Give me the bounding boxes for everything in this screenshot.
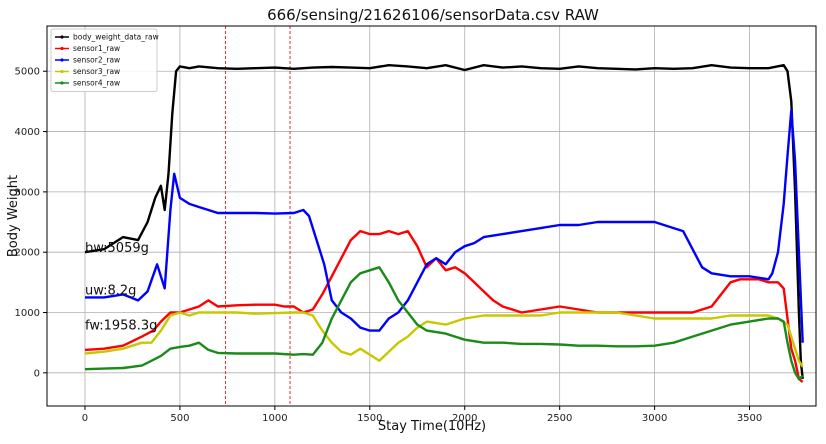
legend: body_weight_data_raw sensor1_raw sensor2_r…: [50, 28, 159, 92]
legend-label: sensor1_raw: [73, 44, 120, 53]
legend-label: sensor3_raw: [73, 67, 120, 76]
legend-marker: [60, 69, 64, 74]
x-tick-label: 2500: [547, 413, 572, 424]
chart-title: 666/sensing/21626106/sensorData.csv RAW: [267, 6, 599, 24]
y-tick-label: 4000: [15, 127, 40, 138]
annotations: bw:5059g uw:8.2g fw:1958.3g: [85, 241, 157, 333]
annotation-0: bw:5059g: [85, 241, 149, 256]
annotation-2: fw:1958.3g: [85, 318, 157, 333]
y-tick-label: 2000: [15, 248, 40, 259]
y-tick-label: 3000: [15, 187, 40, 198]
x-tick-label: 3000: [642, 413, 667, 424]
legend-marker: [60, 35, 64, 39]
legend-marker: [60, 81, 64, 85]
annotation-1: uw:8.2g: [85, 283, 136, 298]
x-axis-ticks: 0 500 1000 1500 2000 2500 3000 3500: [82, 406, 762, 424]
legend-marker: [60, 58, 64, 62]
y-tick-label: 0: [34, 368, 40, 379]
x-tick-label: 1000: [262, 413, 287, 424]
y-tick-label: 5000: [15, 67, 40, 78]
series-lines: [84, 63, 804, 383]
series-line-body-weight-data-raw: [84, 63, 804, 380]
y-axis-label: Body Weight: [6, 175, 21, 257]
legend-marker: [60, 46, 64, 51]
legend-label: body_weight_data_raw: [73, 33, 159, 42]
x-tick-label: 0: [82, 413, 88, 424]
x-tick-label: 1500: [357, 413, 382, 424]
plot-frame: [46, 25, 817, 407]
legend-label: sensor2_raw: [73, 56, 120, 65]
legend-box: [50, 28, 158, 92]
series-line-sensor4-raw: [84, 266, 804, 381]
x-tick-label: 3500: [737, 413, 762, 424]
x-axis-label: Stay Time(10Hz): [378, 419, 486, 434]
x-tick-label: 2000: [452, 413, 477, 424]
y-axis-ticks: 0 1000 2000 3000 4000 5000: [15, 67, 47, 379]
y-tick-label: 1000: [15, 308, 40, 319]
vertical-markers: [224, 26, 291, 406]
series-line-sensor3-raw: [84, 311, 804, 368]
legend-label: sensor4_raw: [73, 79, 120, 88]
series-line-sensor2-raw: [85, 109, 804, 343]
x-tick-label: 500: [170, 413, 189, 424]
grid-lines: [47, 26, 816, 406]
